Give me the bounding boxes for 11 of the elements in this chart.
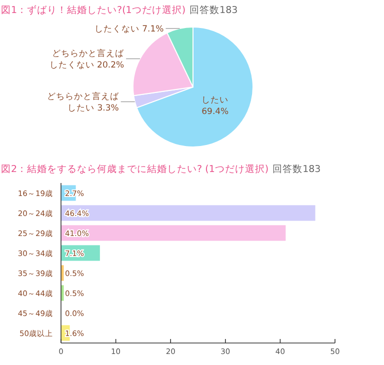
chart-subtitle: 回答数183: [272, 163, 321, 175]
bar: [61, 225, 286, 241]
chart-subtitle: 回答数183: [190, 4, 238, 16]
slice-label: したい: [202, 95, 229, 106]
slice-label: したくない 7.1%: [94, 24, 164, 34]
data-label: 69.4%: [202, 106, 229, 117]
chart-title: 図1：ずばり！結婚したい?(1つだけ選択): [1, 4, 186, 16]
slice-label: どちらかと言えばしたい 3.3%: [46, 91, 120, 114]
slice-label: どちらかと言えばしたくない 20.2%: [49, 48, 126, 70]
chart-title: 図2：結婚をするなら何歳までに結婚したい? (1つだけ選択): [1, 163, 269, 175]
bar: [61, 205, 316, 221]
